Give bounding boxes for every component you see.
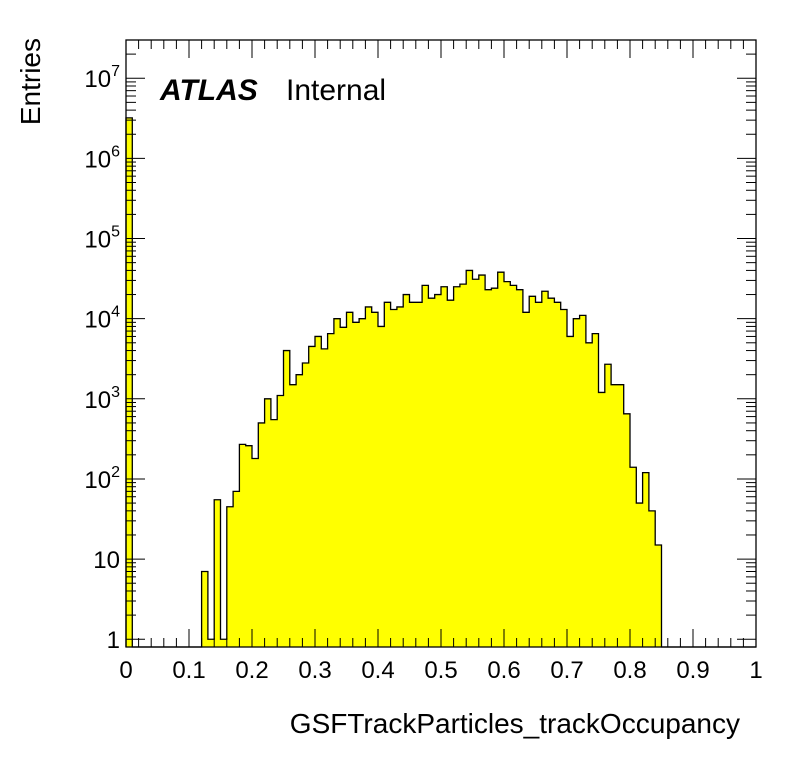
atlas-label: ATLAS [159,74,258,107]
x-tick-label: 1 [749,657,762,684]
x-tick-label: 0 [119,657,132,684]
x-tick-labels: 0 0.1 0.2 0.3 0.4 0.5 0.6 0.7 0.8 0.9 1 [119,657,762,684]
x-tick-label: 0.9 [676,657,709,684]
y-tick-label: 102 [84,464,120,494]
histogram-fill [126,117,756,647]
histogram-outline [125,117,756,648]
y-axis-title: Entries [15,38,46,125]
y-tick-label: 104 [84,304,120,334]
axis-ticks [125,39,757,647]
x-tick-label: 0.3 [298,657,331,684]
x-tick-label: 0.2 [235,657,268,684]
x-tick-label: 0.7 [550,657,583,684]
x-tick-label: 0.8 [613,657,646,684]
y-tick-label: 107 [84,63,120,93]
plot-frame [125,39,757,648]
y-tick-label: 1 [107,627,120,654]
x-axis-title: GSFTrackParticles_trackOccupancy [290,708,740,739]
y-tick-label: 103 [84,384,120,414]
y-tick-labels: 1 10 102 103 104 105 106 107 [84,63,120,654]
y-tick-label: 10 [93,547,120,574]
y-tick-label: 105 [84,224,120,254]
y-tick-label: 106 [84,143,120,173]
x-tick-label: 0.1 [172,657,205,684]
internal-label: Internal [286,74,386,107]
x-tick-label: 0.6 [487,657,520,684]
x-tick-label: 0.5 [424,657,457,684]
x-tick-label: 0.4 [361,657,394,684]
